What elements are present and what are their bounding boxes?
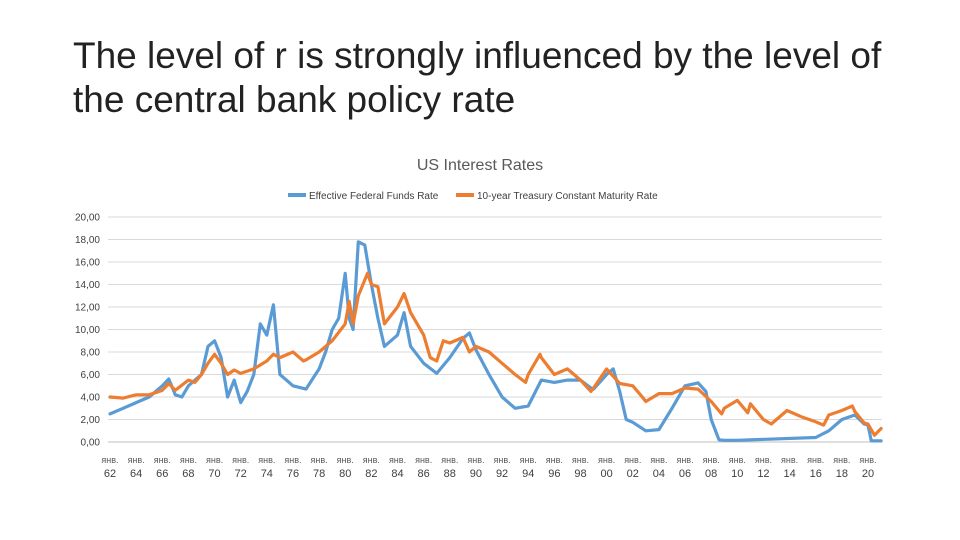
- x-tick-year: 78: [313, 468, 325, 480]
- chart-legend: Effective Federal Funds Rate 10-year Tre…: [288, 191, 658, 202]
- x-tick-month: янв.: [546, 455, 563, 465]
- x-tick-year: 66: [156, 468, 168, 480]
- grid-lines: [108, 216, 882, 443]
- y-tick-label: 10,00: [75, 325, 100, 336]
- x-tick-year: 18: [836, 468, 848, 480]
- x-tick-month: янв.: [467, 455, 484, 465]
- x-tick-year: 98: [574, 468, 586, 480]
- x-tick-year: 06: [679, 468, 691, 480]
- y-tick-label: 18,00: [75, 235, 100, 246]
- x-tick-year: 94: [522, 468, 534, 480]
- series-line-treasury: [108, 271, 883, 437]
- y-tick-label: 12,00: [75, 303, 100, 314]
- x-tick-month: янв.: [833, 455, 850, 465]
- y-tick-label: 2,00: [81, 415, 101, 426]
- x-tick-year: 16: [810, 468, 822, 480]
- x-tick-year: 12: [757, 468, 769, 480]
- x-tick-month: янв.: [258, 455, 275, 465]
- x-tick-month: янв.: [755, 455, 772, 465]
- chart-title: US Interest Rates: [417, 157, 543, 174]
- x-tick-year: 88: [444, 468, 456, 480]
- y-tick-label: 14,00: [75, 280, 100, 291]
- x-tick-month: янв.: [206, 455, 223, 465]
- x-tick-month: янв.: [859, 455, 876, 465]
- y-tick-label: 8,00: [81, 348, 101, 359]
- x-tick-month: янв.: [650, 455, 667, 465]
- x-tick-year: 84: [391, 468, 403, 480]
- x-tick-year: 00: [600, 468, 612, 480]
- x-tick-month: янв.: [232, 455, 249, 465]
- y-tick-label: 16,00: [75, 258, 100, 269]
- legend-label-fed-funds: Effective Federal Funds Rate: [309, 191, 439, 202]
- x-tick-year: 74: [261, 468, 273, 480]
- x-tick-year: 64: [130, 468, 142, 480]
- x-tick-month: янв.: [807, 455, 824, 465]
- x-tick-month: янв.: [284, 455, 301, 465]
- y-tick-label: 4,00: [81, 393, 101, 404]
- x-tick-month: янв.: [598, 455, 615, 465]
- x-tick-month: янв.: [520, 455, 537, 465]
- y-axis: 0,00 2,00 4,00 6,00 8,00 10,00 12,00 14,00 16,00…: [75, 213, 100, 449]
- x-tick-year: 08: [705, 468, 717, 480]
- x-tick-year: 72: [235, 468, 247, 480]
- series-line-fed-funds: [108, 240, 883, 443]
- x-tick-month: янв.: [311, 455, 328, 465]
- x-tick-month: янв.: [781, 455, 798, 465]
- slide-title: The level of r is strongly influenced by…: [73, 35, 882, 120]
- x-tick-month: янв.: [101, 455, 118, 465]
- legend-label-treasury: 10-year Treasury Constant Maturity Rate: [477, 191, 658, 202]
- x-tick-year: 90: [470, 468, 482, 480]
- x-tick-year: 20: [862, 468, 874, 480]
- x-tick-month: янв.: [703, 455, 720, 465]
- x-tick-year: 80: [339, 468, 351, 480]
- x-tick-month: янв.: [180, 455, 197, 465]
- x-tick-month: янв.: [676, 455, 693, 465]
- x-axis: янв. 62 янв. 64 янв. 66 янв. 68 янв. 70 янв. 72 янв.…: [101, 455, 876, 480]
- x-tick-year: 82: [365, 468, 377, 480]
- x-tick-year: 86: [418, 468, 430, 480]
- x-tick-month: янв.: [572, 455, 589, 465]
- x-tick-year: 04: [653, 468, 665, 480]
- x-tick-month: янв.: [389, 455, 406, 465]
- x-tick-month: янв.: [415, 455, 432, 465]
- x-tick-year: 68: [182, 468, 194, 480]
- x-tick-year: 70: [208, 468, 220, 480]
- x-tick-month: янв.: [441, 455, 458, 465]
- y-tick-label: 20,00: [75, 213, 100, 224]
- x-tick-month: янв.: [337, 455, 354, 465]
- x-tick-year: 76: [287, 468, 299, 480]
- x-tick-month: янв.: [493, 455, 510, 465]
- x-tick-year: 92: [496, 468, 508, 480]
- x-tick-month: янв.: [363, 455, 380, 465]
- x-tick-year: 14: [783, 468, 795, 480]
- x-tick-month: янв.: [729, 455, 746, 465]
- data-series: [108, 240, 883, 443]
- x-tick-year: 96: [548, 468, 560, 480]
- y-tick-label: 0,00: [81, 438, 101, 449]
- y-tick-label: 6,00: [81, 370, 101, 381]
- x-tick-year: 02: [627, 468, 639, 480]
- x-tick-month: янв.: [128, 455, 145, 465]
- x-tick-year: 62: [104, 468, 116, 480]
- x-tick-month: янв.: [624, 455, 641, 465]
- x-tick-month: янв.: [154, 455, 171, 465]
- x-tick-year: 10: [731, 468, 743, 480]
